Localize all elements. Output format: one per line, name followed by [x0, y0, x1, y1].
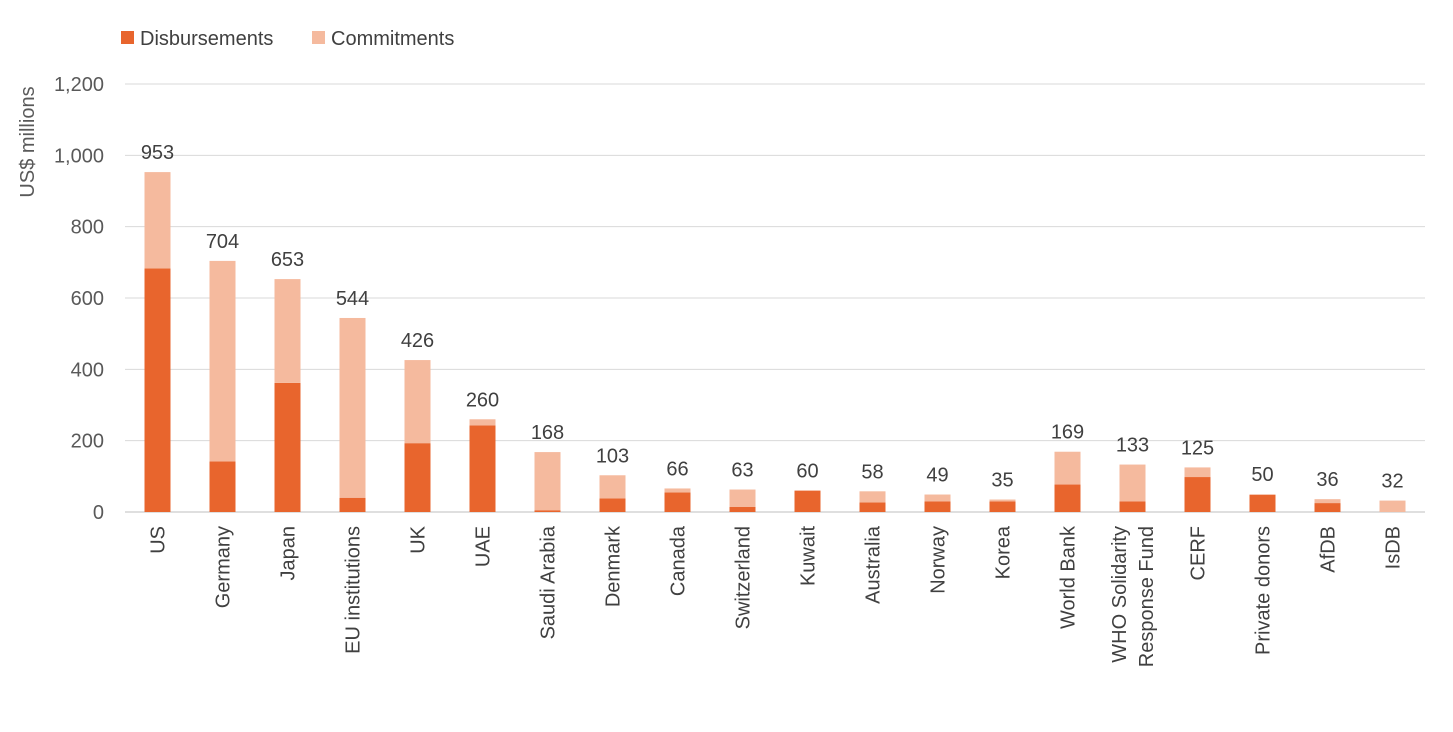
- bar-disbursements: [924, 501, 951, 512]
- total-label: 60: [796, 461, 818, 483]
- total-label: 704: [206, 231, 239, 253]
- total-label: 35: [991, 470, 1013, 492]
- category-label: AfDB: [1318, 526, 1340, 573]
- legend-label-disbursements: Disbursements: [140, 28, 273, 50]
- total-label: 653: [271, 249, 304, 271]
- category-label: Korea: [993, 525, 1015, 579]
- bar-commitments: [1379, 500, 1406, 512]
- y-axis-ticks: 0 200 400 600 800 1,000 1,200: [54, 74, 104, 524]
- category-label: Saudi Arabia: [538, 525, 560, 639]
- total-label: 63: [731, 460, 753, 482]
- bar-disbursements: [209, 461, 236, 512]
- bar-commitments: [1249, 494, 1276, 495]
- total-label: 50: [1251, 464, 1273, 486]
- legend: Disbursements Commitments: [121, 28, 454, 50]
- category-label: UAE: [473, 526, 495, 567]
- bar-commitments: [599, 475, 626, 499]
- bar-commitments: [274, 279, 301, 383]
- y-tick-label: 600: [71, 288, 104, 310]
- bar-disbursements: [404, 443, 431, 512]
- bar-commitments: [1054, 451, 1081, 485]
- bar-disbursements: [1119, 501, 1146, 512]
- y-tick-label: 1,000: [54, 145, 104, 167]
- total-label: 36: [1316, 469, 1338, 491]
- bar-commitments: [339, 317, 366, 498]
- bar-commitments: [209, 260, 236, 462]
- total-label: 58: [861, 461, 883, 483]
- bar-disbursements: [729, 507, 756, 512]
- bar-commitments: [1119, 464, 1146, 502]
- total-label: 103: [596, 445, 629, 467]
- bar-disbursements: [664, 492, 691, 512]
- bar-commitments: [404, 360, 431, 444]
- category-label: Switzerland: [733, 526, 755, 629]
- total-label: 133: [1116, 435, 1149, 457]
- category-label: UK: [408, 525, 430, 553]
- total-label: 168: [531, 422, 564, 444]
- y-tick-label: 0: [93, 502, 104, 524]
- category-label: Germany: [213, 526, 235, 608]
- total-label: 544: [336, 288, 369, 310]
- bar-disbursements: [794, 490, 821, 512]
- legend-label-commitments: Commitments: [331, 28, 454, 50]
- category-label: World Bank: [1058, 525, 1080, 629]
- category-label: Canada: [668, 525, 690, 596]
- category-label: Private donors: [1253, 526, 1275, 655]
- bar-commitments: [469, 419, 496, 426]
- total-label: 169: [1051, 422, 1084, 444]
- bar-disbursements: [599, 498, 626, 512]
- bar-commitments: [534, 452, 561, 511]
- gridlines: [125, 83, 1425, 513]
- y-axis-label: US$ millions: [17, 86, 39, 197]
- bar-commitments: [729, 489, 756, 508]
- total-label: 426: [401, 330, 434, 352]
- bar-disbursements: [989, 501, 1016, 512]
- category-label: Norway: [928, 526, 950, 594]
- total-labels: 953 704 653 544 426 260 168 103 66 63 60 58 49 35 169 1…: [141, 142, 1404, 492]
- total-label: 953: [141, 142, 174, 164]
- bar-commitments: [989, 499, 1016, 502]
- category-label: Australia: [863, 525, 885, 604]
- legend-swatch-commitments: [312, 31, 325, 44]
- bar-commitments: [664, 488, 691, 493]
- bar-disbursements: [339, 497, 366, 512]
- category-label: WHO Solidarity Response Fund: [1109, 526, 1158, 667]
- bar-commitments: [859, 491, 886, 503]
- bar-disbursements: [274, 382, 301, 512]
- bars: [144, 172, 1406, 512]
- bar-disbursements: [534, 510, 561, 512]
- bar-commitments: [1184, 467, 1211, 478]
- y-tick-label: 200: [71, 431, 104, 453]
- bar-commitments: [144, 172, 171, 269]
- category-labels: US Germany Japan EU institutions UK UAE Saudi …: [148, 525, 1405, 667]
- category-label: EU institutions: [343, 526, 365, 654]
- category-label: IsDB: [1383, 526, 1405, 569]
- y-tick-label: 800: [71, 217, 104, 239]
- bar-disbursements: [1249, 494, 1276, 512]
- legend-swatch-disbursements: [121, 31, 134, 44]
- total-label: 66: [666, 458, 688, 480]
- category-label: Denmark: [603, 525, 625, 607]
- bar-disbursements: [1314, 503, 1341, 512]
- bar-disbursements: [1184, 477, 1211, 512]
- category-label: CERF: [1188, 526, 1210, 580]
- total-label: 32: [1381, 471, 1403, 493]
- category-label: Kuwait: [798, 526, 820, 586]
- bar-disbursements: [859, 502, 886, 512]
- total-label: 260: [466, 389, 499, 411]
- category-label: US: [148, 526, 170, 554]
- bar-disbursements: [144, 268, 171, 512]
- bar-commitments: [924, 494, 951, 502]
- bar-disbursements: [469, 425, 496, 512]
- y-tick-label: 1,200: [54, 74, 104, 96]
- category-label: Japan: [278, 526, 300, 581]
- total-label: 49: [926, 465, 948, 487]
- y-tick-label: 400: [71, 359, 104, 381]
- total-label: 125: [1181, 437, 1214, 459]
- bar-disbursements: [1054, 484, 1081, 512]
- bar-commitments: [1314, 499, 1341, 504]
